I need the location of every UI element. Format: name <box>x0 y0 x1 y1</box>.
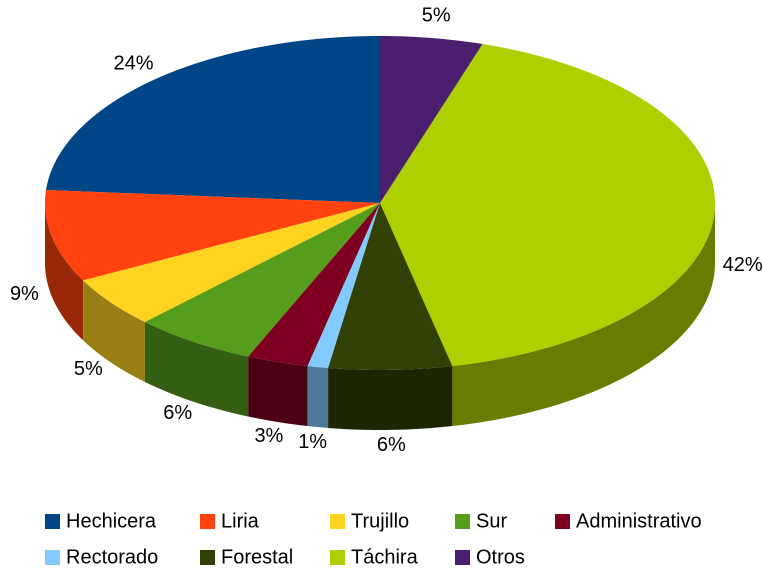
pie-slice <box>380 36 483 203</box>
legend-label: Liria <box>221 510 260 532</box>
data-label: 5% <box>74 358 103 380</box>
pie-slice-side <box>248 356 308 427</box>
data-label: 1% <box>298 431 327 453</box>
legend-label: Administrativo <box>576 510 702 532</box>
data-label: 6% <box>377 434 406 456</box>
pie-slice-side <box>83 280 145 383</box>
data-label: 5% <box>422 5 451 27</box>
data-label: 3% <box>254 425 283 447</box>
legend-label: Táchira <box>351 546 419 568</box>
pie-slice <box>144 203 380 357</box>
legend-label: Sur <box>476 510 507 532</box>
legend-label: Hechicera <box>66 510 157 532</box>
legend-label: Trujillo <box>351 510 409 532</box>
legend-swatch <box>455 550 470 565</box>
pie-sides <box>45 203 715 430</box>
legend-swatch <box>200 550 215 565</box>
legend-label: Otros <box>476 546 525 568</box>
legend-swatch <box>330 550 345 565</box>
pie-slice-side <box>328 366 453 430</box>
pie-tops <box>45 36 715 370</box>
pie-slice <box>83 203 381 323</box>
pie-slice <box>248 203 380 367</box>
legend-swatch <box>45 550 60 565</box>
pie-slice-side <box>45 203 84 341</box>
legend-label: Forestal <box>221 546 293 568</box>
pie-slice-side <box>452 203 715 427</box>
legend-swatch <box>45 514 60 529</box>
data-label: 24% <box>113 53 153 75</box>
legend-swatch <box>555 514 570 529</box>
legend-label: Rectorado <box>66 546 158 568</box>
pie-slice <box>328 203 453 370</box>
legend-swatch <box>200 514 215 529</box>
pie-slice <box>45 190 381 281</box>
pie-slice <box>380 44 715 367</box>
legend-swatch <box>330 514 345 529</box>
pie-slice-side <box>144 322 249 417</box>
data-label: 9% <box>10 283 39 305</box>
legend-swatch <box>455 514 470 529</box>
pie-slice <box>46 36 380 203</box>
data-label: 42% <box>723 254 763 276</box>
data-label: 6% <box>163 402 192 424</box>
pie-slice <box>307 203 380 368</box>
pie-slice-side <box>307 366 329 428</box>
